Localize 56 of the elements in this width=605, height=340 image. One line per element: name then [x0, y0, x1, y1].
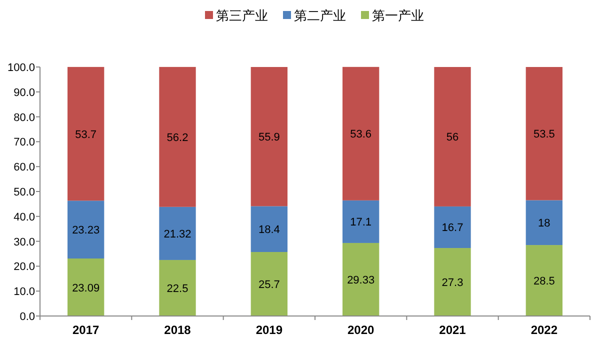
data-label: 17.1 [350, 216, 372, 229]
y-tick-label: 0.0 [20, 311, 35, 323]
bar [68, 200, 104, 259]
y-tick-label: 40.0 [14, 211, 35, 224]
bar [342, 242, 380, 316]
y-tick-label: 30.0 [14, 236, 35, 248]
legend-label: 第一产业 [372, 8, 424, 23]
data-label: 29.33 [347, 274, 375, 286]
data-label: 53.7 [75, 128, 97, 141]
data-label: 28.5 [533, 276, 555, 288]
bar [434, 206, 471, 248]
bar [159, 206, 196, 260]
bar [526, 200, 562, 246]
y-tick-label: 50.0 [14, 186, 35, 198]
legend-label: 第二产业 [294, 8, 346, 23]
data-label: 53.5 [533, 128, 555, 141]
x-tick-label: 2019 [256, 323, 283, 337]
y-tick-label: 60.0 [14, 162, 35, 174]
data-label: 56 [446, 132, 459, 144]
bar [159, 66, 196, 207]
bar [250, 252, 288, 316]
x-tick-label: 2020 [347, 323, 375, 337]
bar [68, 66, 104, 201]
bar [68, 258, 104, 316]
data-label: 53.6 [350, 128, 372, 141]
x-tick-label: 2017 [72, 323, 100, 337]
data-label: 18.4 [258, 224, 280, 236]
y-tick-label: 10.0 [14, 286, 35, 298]
bar [434, 248, 471, 316]
y-tick-label: 90.0 [14, 86, 35, 99]
bar [526, 67, 562, 200]
legend-label: 第三产业 [216, 8, 268, 23]
data-label: 25.7 [258, 279, 280, 292]
data-label: 23.23 [72, 224, 100, 237]
x-tick-label: 2021 [439, 323, 466, 337]
data-label: 56.2 [166, 132, 188, 144]
data-label: 27.3 [442, 277, 464, 290]
data-label: 55.9 [258, 132, 280, 144]
y-tick-label: 70.0 [14, 136, 35, 149]
y-tick-label: 100.0 [7, 62, 35, 74]
bar [159, 260, 196, 316]
data-label: 22.5 [166, 282, 188, 295]
x-tick-label: 2018 [164, 323, 192, 337]
y-tick-label: 20.0 [14, 261, 35, 274]
data-label: 21.32 [164, 228, 192, 240]
data-label: 23.09 [72, 282, 100, 294]
x-tick-label: 2022 [530, 323, 558, 337]
bar [342, 200, 380, 243]
bar [250, 67, 288, 206]
bar [250, 206, 288, 252]
bar [434, 67, 471, 206]
y-tick-label: 80.0 [14, 112, 35, 124]
bar [342, 66, 380, 200]
bar [526, 245, 562, 316]
data-label: 18 [538, 218, 550, 230]
data-label: 16.7 [442, 222, 464, 234]
